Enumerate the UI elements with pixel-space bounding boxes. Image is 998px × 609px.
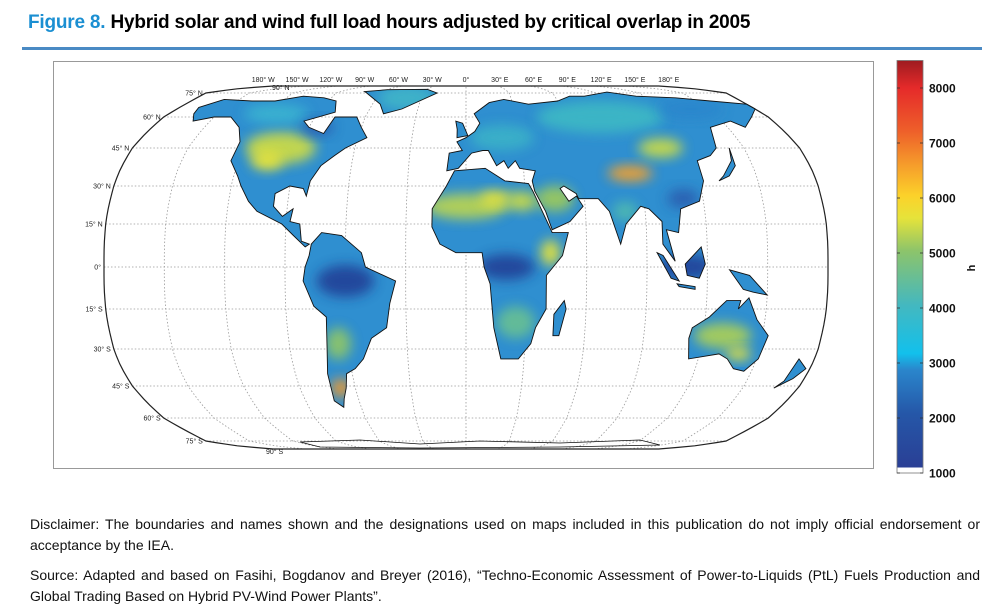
south-america-coastline <box>302 232 397 409</box>
raster-region-amazon <box>316 265 375 297</box>
latitude-label: 15° S <box>85 306 103 314</box>
map-boundary <box>103 85 829 450</box>
latitude-label: 75° N <box>185 90 203 98</box>
latitude-label: 45° S <box>112 383 130 391</box>
longitude-label: 150° E <box>624 76 645 84</box>
greenland-coastline <box>363 88 439 115</box>
raster-region-canada-east <box>301 119 334 136</box>
colorbar-border <box>896 60 924 474</box>
longitude-label: 180° W <box>252 76 275 84</box>
raster-region-horn <box>540 239 561 266</box>
longitude-label: 120° E <box>591 76 612 84</box>
colorbar-gradient <box>897 60 923 468</box>
latitude-label: 0° <box>94 264 101 272</box>
longitude-label: 90° W <box>355 76 375 84</box>
raster-region-sahara-peak <box>479 190 512 207</box>
raster-region-arabia <box>535 185 575 212</box>
latitude-label: 60° S <box>144 415 162 423</box>
raster-region-tibet <box>607 165 653 182</box>
raster-region-europe <box>470 124 535 151</box>
new-zealand-coastline <box>773 358 807 389</box>
longitude-label: 30° W <box>423 76 443 84</box>
raster-region-canada <box>244 104 309 124</box>
disclaimer-text: Disclaimer: The boundaries and names sho… <box>30 516 980 553</box>
raster-region-east-siberia <box>658 99 723 119</box>
raster-region-india <box>612 201 639 221</box>
latitude-label: 30° S <box>94 346 112 354</box>
raster-region-australia <box>693 322 752 349</box>
sumatra-coastline <box>656 251 681 282</box>
colorbar-tick-label: 3000 <box>929 357 956 371</box>
meridian-line <box>594 85 708 450</box>
java-coastline <box>676 283 696 290</box>
south-pole-label: 90° S <box>266 448 284 456</box>
title-rule <box>22 47 982 50</box>
figure-title: Figure 8. Hybrid solar and wind full loa… <box>28 12 750 34</box>
madagascar-coastline <box>552 299 567 337</box>
japan-coastline <box>718 147 736 182</box>
raster-region-china-south <box>667 189 700 209</box>
raster-region-mongolia <box>638 138 684 158</box>
figure-title-text: Hybrid solar and wind full load hours ad… <box>110 12 751 33</box>
raster-region-siberia <box>536 101 665 133</box>
colorbar-tick-label: 5000 <box>929 247 956 261</box>
map-frame <box>53 61 874 469</box>
raster-region-us-plains-peak <box>250 151 283 171</box>
raster-region-sahara-east <box>505 191 538 211</box>
longitude-label: 60° W <box>389 76 409 84</box>
britain-coastline <box>455 120 469 139</box>
graticule-labels: 180° W 150° W 120° W 90° W 60° W 30° W 0° 30° E… <box>85 76 680 456</box>
meridian-line <box>163 85 306 450</box>
figure-label: Figure 8. <box>28 12 106 33</box>
latitude-label: 75° S <box>186 438 204 446</box>
raster-region-southern-africa <box>496 306 535 339</box>
meridian-line <box>224 85 338 450</box>
longitude-label: 180° E <box>658 76 679 84</box>
colorbar-tick-label: 2000 <box>929 412 956 426</box>
meridian-line <box>405 85 435 450</box>
longitude-label: 60° E <box>525 76 543 84</box>
longitude-label: 90° E <box>559 76 577 84</box>
longitude-label: 30° E <box>491 76 509 84</box>
latitude-label: 30° N <box>93 183 111 191</box>
colorbar-tick-label: 8000 <box>929 82 956 96</box>
latitude-label: 60° N <box>143 114 161 122</box>
borneo-coastline <box>684 245 706 279</box>
africa-coastline <box>431 167 569 360</box>
raster-region-pampas <box>325 327 352 360</box>
eurasia-coastline <box>446 91 756 262</box>
longitude-label: 120° W <box>319 76 342 84</box>
colorbar-tick-label: 4000 <box>929 302 956 316</box>
new-guinea-coastline <box>728 269 769 296</box>
raster-region-patagonia <box>331 378 351 398</box>
colorbar: 1000 2000 3000 4000 5000 6000 7000 8000 h <box>896 60 978 481</box>
source-text: Source: Adapted and based on Fasihi, Bog… <box>30 567 980 604</box>
north-pole-label: 90° N <box>272 84 290 92</box>
latitude-label: 45° N <box>112 145 130 153</box>
colorbar-below-range <box>897 467 923 473</box>
raster-region-australia-se <box>725 347 752 361</box>
longitude-label: 150° W <box>286 76 309 84</box>
raster-region-congo <box>477 254 536 280</box>
colorbar-unit-label: h <box>966 264 978 271</box>
colorbar-tick-label: 6000 <box>929 192 956 206</box>
australia-coastline <box>688 296 769 372</box>
latitude-label: 15° N <box>85 221 103 229</box>
north-america-coastline <box>192 95 368 248</box>
colorbar-tick-label: 1000 <box>929 467 956 481</box>
colorbar-tick-label: 7000 <box>929 137 956 151</box>
meridian-line <box>530 85 588 450</box>
coastlines <box>192 88 807 449</box>
antarctica-coastline <box>299 439 661 449</box>
longitude-label: 0° <box>463 76 470 84</box>
meridian-line <box>626 85 769 450</box>
